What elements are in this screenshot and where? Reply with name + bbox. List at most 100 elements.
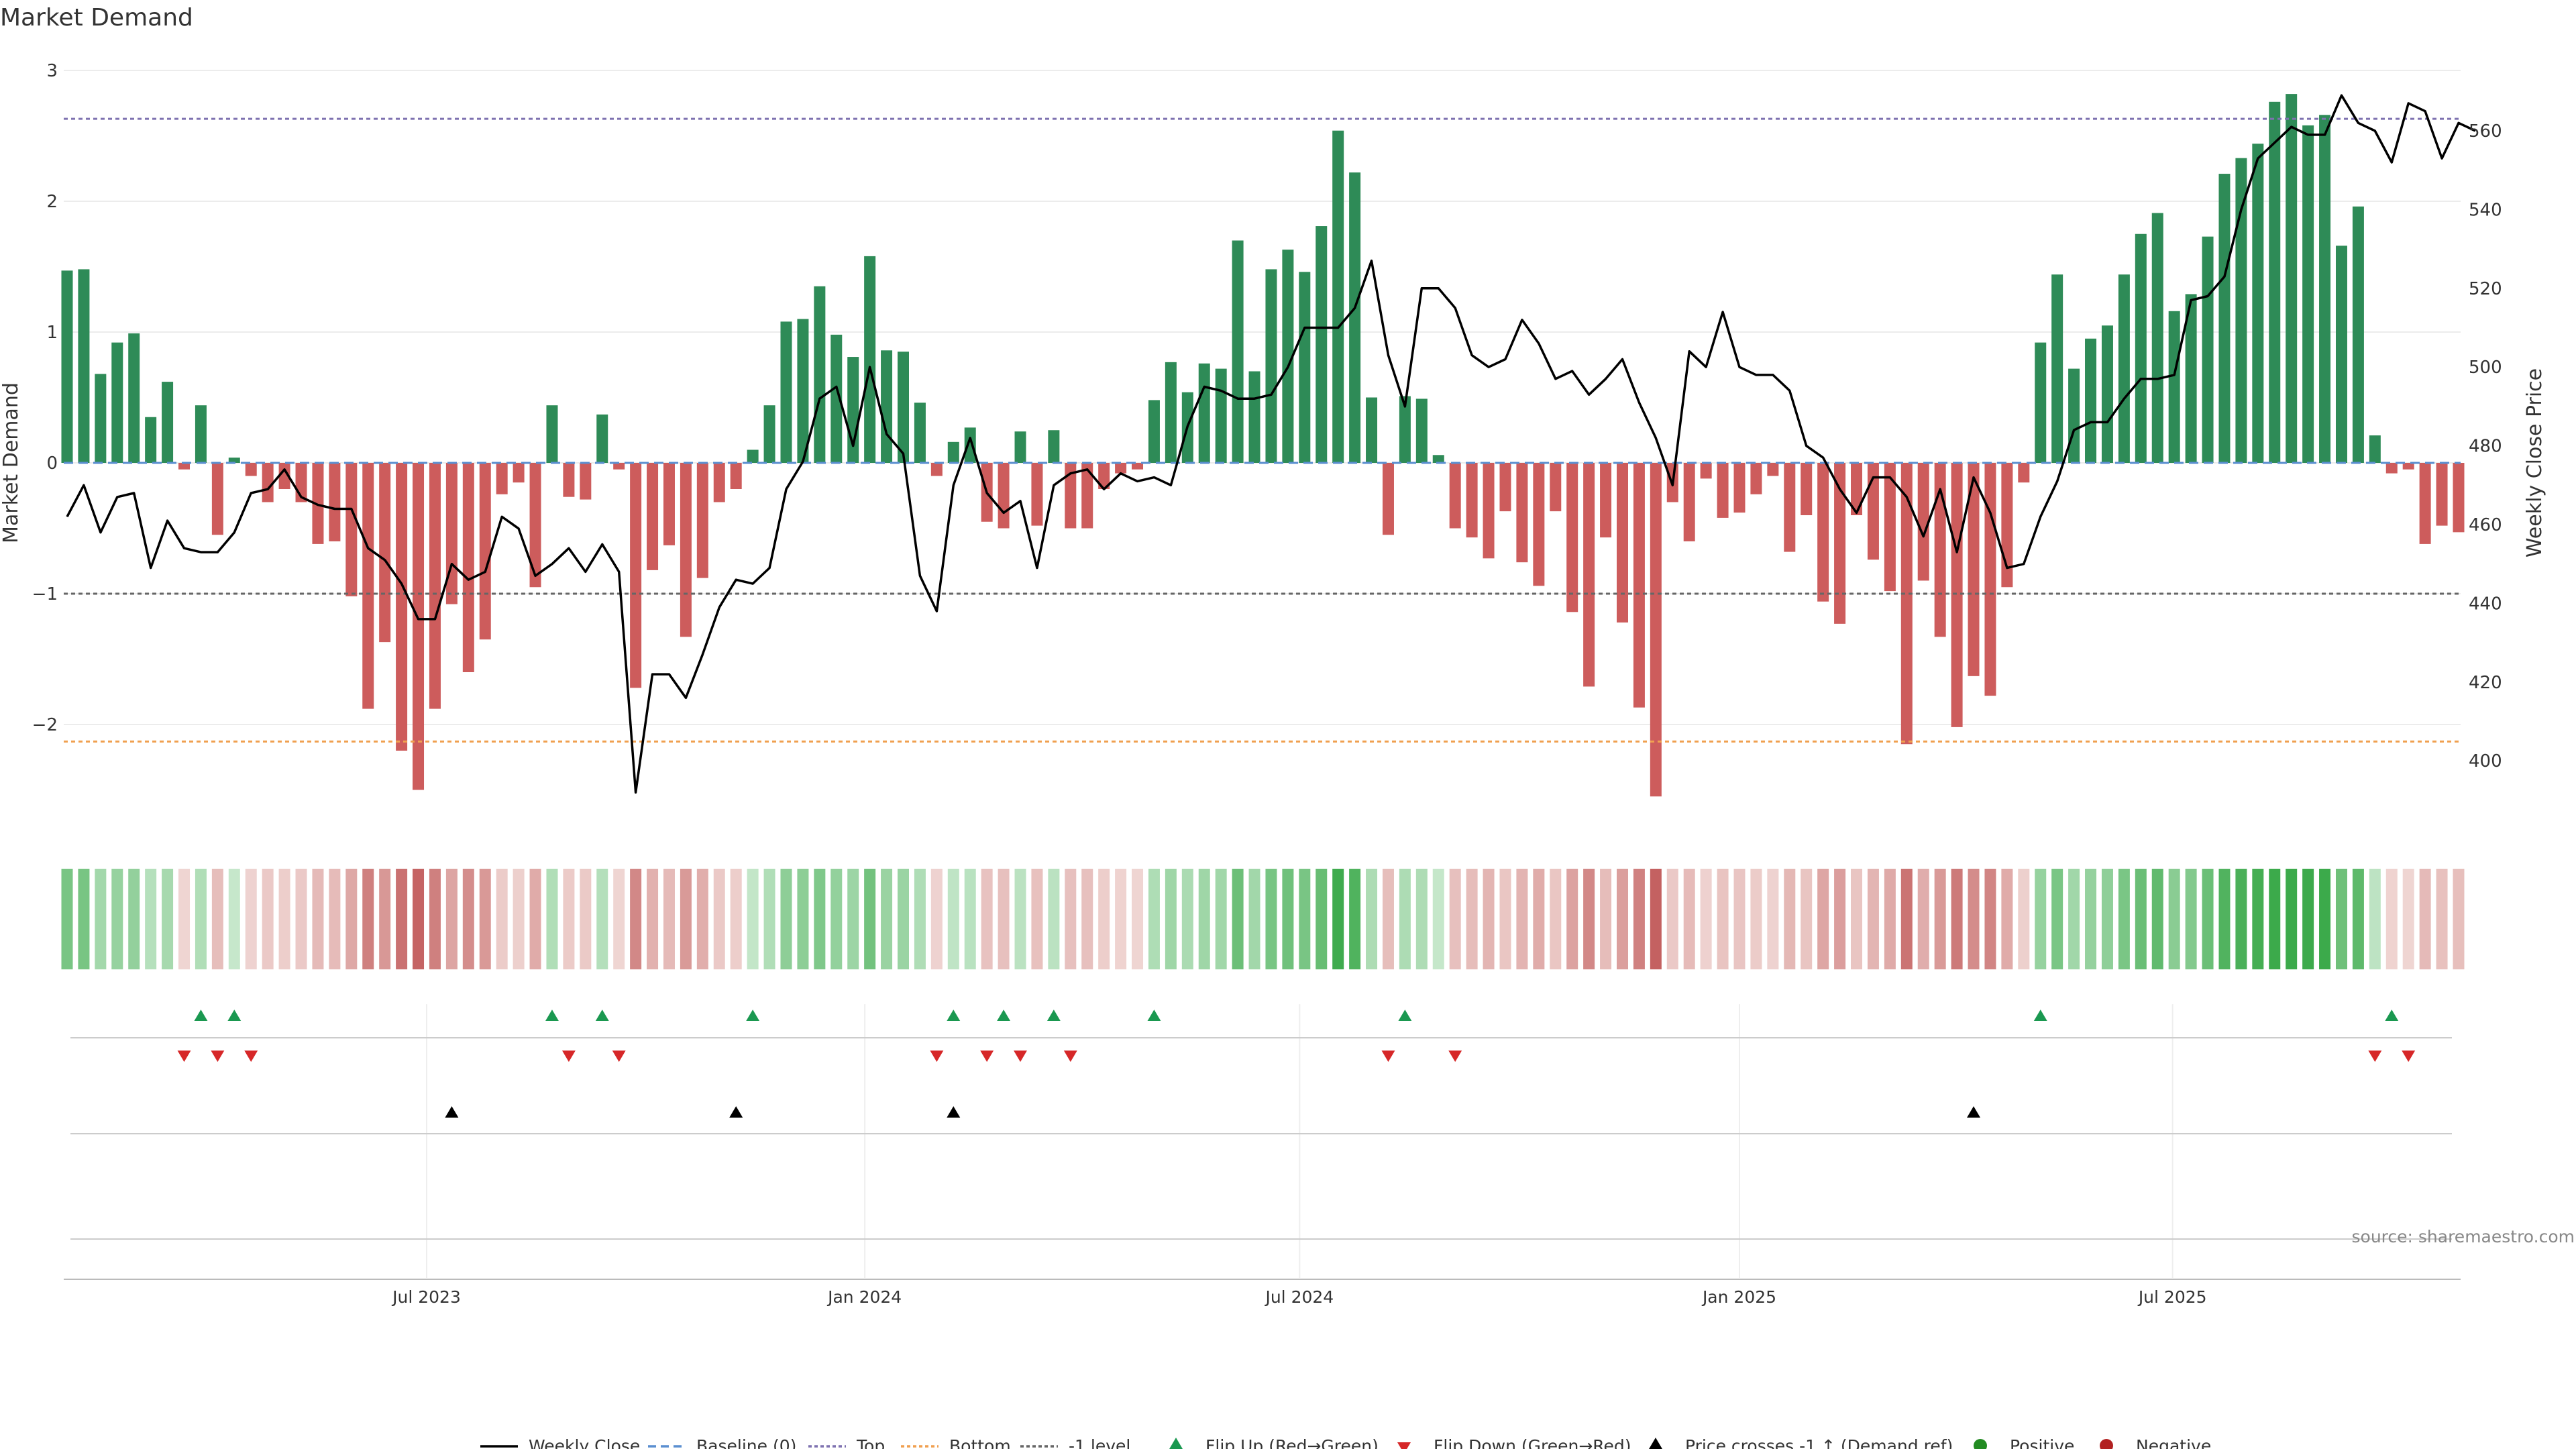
demand-bar: [1148, 400, 1160, 463]
y-tick-right: 400: [2469, 751, 2502, 771]
heat-cell: [1801, 869, 1813, 969]
heat-cell: [1349, 869, 1361, 969]
demand-bar: [1014, 431, 1026, 463]
demand-bar: [462, 463, 474, 672]
demand-bar: [1499, 463, 1511, 512]
heat-cell: [1316, 869, 1328, 969]
heat-cell: [2051, 869, 2063, 969]
heat-cell: [162, 869, 174, 969]
demand-heat-strip: [61, 869, 2465, 969]
heat-cell: [613, 869, 625, 969]
heat-cell: [647, 869, 659, 969]
flip-down-marker: [1063, 1051, 1077, 1062]
legend-swatch-8: [1974, 1439, 1987, 1449]
heat-cell: [228, 869, 240, 969]
flip-down-marker: [1014, 1051, 1028, 1062]
demand-bar: [780, 321, 792, 463]
demand-bar: [529, 463, 541, 588]
y-tick-right: 480: [2469, 437, 2502, 457]
demand-bar: [1951, 463, 1963, 727]
demand-bar: [1098, 463, 1110, 489]
demand-bar: [2335, 246, 2347, 463]
demand-bar: [1215, 368, 1227, 463]
demand-bar: [445, 463, 458, 604]
heat-cell: [864, 869, 876, 969]
heat-cell: [1466, 869, 1478, 969]
heat-cell: [1516, 869, 1528, 969]
demand-bar: [881, 350, 893, 463]
demand-bar: [898, 352, 909, 463]
heat-cell: [898, 869, 909, 969]
demand-bar: [228, 458, 240, 463]
heat-cell: [1984, 869, 1996, 969]
x-tick-label: Jan 2024: [826, 1287, 902, 1307]
heat-cell: [2352, 869, 2364, 969]
demand-bar: [1550, 463, 1562, 512]
heat-cell: [713, 869, 725, 969]
demand-bar: [413, 463, 425, 790]
heat-cell: [1232, 869, 1244, 969]
demand-bar: [195, 405, 207, 463]
legend-label-4: -1 level: [1069, 1436, 1130, 1449]
heat-cell: [1366, 869, 1378, 969]
y-tick-right: 420: [2469, 673, 2502, 693]
demand-bar: [513, 463, 525, 483]
heat-cell: [1282, 869, 1294, 969]
heat-cell: [1917, 869, 1929, 969]
demand-bar: [2235, 158, 2247, 463]
demand-bar: [1366, 397, 1378, 463]
heat-cell: [513, 869, 525, 969]
demand-bar: [2286, 94, 2298, 464]
demand-bar: [1717, 463, 1729, 518]
heat-cell: [1014, 869, 1026, 969]
demand-bar: [747, 449, 759, 463]
heat-cell: [2018, 869, 2030, 969]
legend-label-9: Negative: [2136, 1436, 2211, 1449]
heat-cell: [78, 869, 90, 969]
demand-bar: [2018, 463, 2030, 483]
demand-bar: [278, 463, 290, 489]
demand-bar: [1968, 463, 1980, 676]
demand-bar: [211, 463, 223, 535]
demand-bar: [1466, 463, 1478, 538]
heat-cell: [730, 869, 742, 969]
demand-bar: [2101, 325, 2113, 463]
heat-cell: [998, 869, 1010, 969]
heat-cell: [2319, 869, 2331, 969]
demand-bar: [1533, 463, 1545, 586]
flip-up-marker: [997, 1010, 1011, 1021]
demand-bar: [580, 463, 592, 500]
y-axis-right-label: Weekly Close Price: [2523, 368, 2546, 557]
demand-bar: [864, 256, 876, 463]
flip-down-marker: [244, 1051, 258, 1062]
demand-bar: [1232, 240, 1244, 463]
heat-cell: [881, 869, 893, 969]
demand-bar: [1516, 463, 1528, 563]
legend-label-2: Top: [856, 1436, 885, 1449]
demand-bar: [145, 417, 157, 463]
demand-bar: [1065, 463, 1077, 529]
demand-bar: [1031, 463, 1043, 526]
y-tick-left: 1: [46, 323, 58, 343]
demand-bar: [1566, 463, 1578, 612]
heat-cell: [964, 869, 976, 969]
demand-bar: [663, 463, 675, 545]
heat-cell: [2419, 869, 2431, 969]
legend-label-6: Flip Down (Green→Red): [1434, 1436, 1631, 1449]
event-markers: [70, 1010, 2452, 1240]
demand-bar: [1867, 463, 1879, 560]
heat-cell: [396, 869, 408, 969]
heat-cell: [1600, 869, 1612, 969]
heat-cell: [312, 869, 324, 969]
demand-bar: [1767, 463, 1779, 476]
demand-bar: [2185, 294, 2197, 463]
heat-cell: [2385, 869, 2398, 969]
heat-cell: [747, 869, 759, 969]
heat-cell: [1415, 869, 1428, 969]
demand-bar: [1633, 463, 1645, 708]
demand-bar: [2168, 311, 2180, 463]
heat-cell: [1851, 869, 1863, 969]
demand-bar: [2051, 274, 2063, 463]
demand-bar: [1750, 463, 1762, 494]
